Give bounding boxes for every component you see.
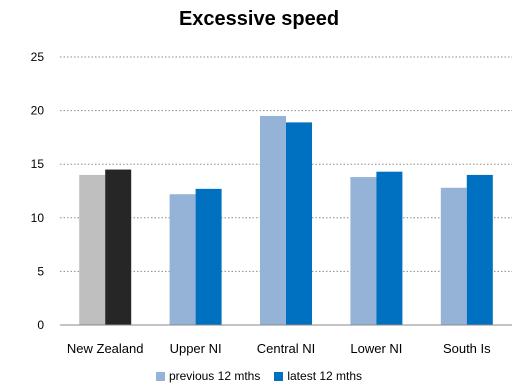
- y-tick-label: 10: [31, 211, 45, 225]
- x-tick-label: Upper NI: [170, 341, 222, 356]
- bar-previous: [350, 177, 377, 325]
- legend-item-previous: previous 12 mths: [155, 369, 261, 383]
- bar-latest: [286, 122, 312, 325]
- bar-chart: 0 5 10 15 20 25 New Zealand Upper NI Central NI L…: [31, 50, 512, 356]
- y-tick-label: 20: [31, 104, 45, 118]
- legend-item-latest: latest 12 mths: [274, 369, 362, 383]
- x-tick-label: South Is: [443, 341, 491, 356]
- y-tick-label: 5: [37, 264, 44, 278]
- bar-previous: [260, 115, 286, 326]
- bar-previous: [79, 174, 106, 325]
- bar-previous: [169, 194, 196, 325]
- legend-label-latest: latest 12 mths: [287, 369, 363, 383]
- bar-latest: [195, 188, 222, 325]
- bar-previous: [440, 187, 467, 325]
- x-tick-label: Lower NI: [350, 341, 402, 356]
- bar-latest: [466, 174, 493, 325]
- chart-title: Excessive speed: [178, 8, 340, 30]
- legend-swatch-previous: [155, 371, 165, 381]
- x-tick-label: Central NI: [257, 341, 316, 356]
- legend: previous 12 mths latest 12 mths: [0, 369, 518, 383]
- x-tick-label: New Zealand: [67, 341, 144, 356]
- axes: 0 5 10 15 20 25 New Zealand Upper NI Central NI L…: [31, 50, 512, 356]
- legend-swatch-latest: [274, 371, 284, 381]
- bars: [79, 115, 493, 326]
- y-tick-label: 25: [31, 50, 45, 64]
- legend-label-previous: previous 12 mths: [168, 369, 261, 383]
- y-tick-label: 15: [31, 157, 45, 171]
- bar-latest: [376, 171, 403, 325]
- bar-latest: [105, 169, 132, 325]
- y-tick-label: 0: [37, 318, 44, 332]
